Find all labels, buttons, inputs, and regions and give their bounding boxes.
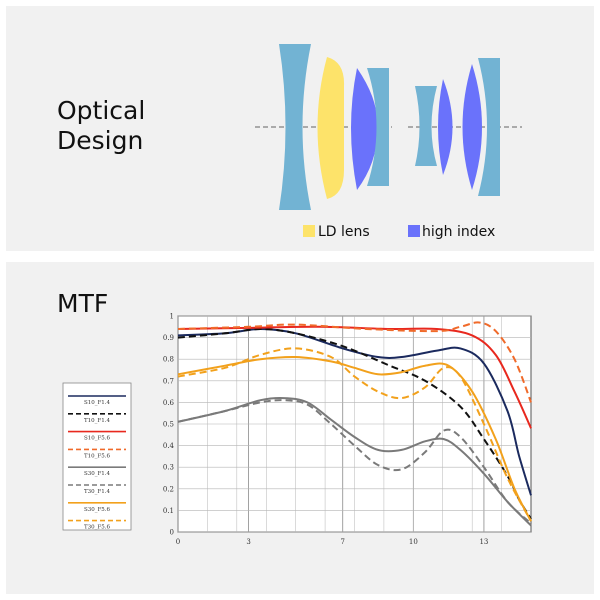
- optical-design-title: Optical Design: [57, 96, 187, 156]
- legend-label: T30_F1.4: [84, 489, 110, 495]
- legend-label: T10_F5.6: [84, 453, 110, 459]
- lens-element-5: [415, 86, 437, 166]
- lens-element-4: [367, 68, 389, 186]
- mtf-title: MTF: [57, 289, 109, 318]
- legend-label: T10_F1.4: [84, 418, 110, 424]
- optical-title-line2: Design: [57, 126, 144, 155]
- ld-lens-label: LD lens: [318, 224, 370, 240]
- series-line-t30-f1-4: [177, 399, 532, 525]
- y-tick-label: 0.7: [163, 377, 174, 385]
- x-tick-label: 3: [246, 538, 250, 546]
- high-index-label: high index: [422, 224, 495, 240]
- series-line-t10-f1-4: [177, 327, 532, 520]
- y-tick-label: 0.5: [163, 421, 174, 429]
- y-tick-label: 0.3: [163, 464, 174, 472]
- y-tick-label: 0.9: [163, 334, 174, 342]
- y-tick-label: 0.8: [163, 356, 174, 364]
- mtf-legend-box: [62, 382, 132, 531]
- legend-label: T30_F5.6: [84, 525, 110, 531]
- lens-element-2-ld: [317, 57, 345, 199]
- ld-lens-swatch: [303, 225, 315, 237]
- lens-element-1: [279, 44, 311, 210]
- x-tick-label: 0: [176, 538, 180, 546]
- legend-label: S30_F1.4: [84, 471, 111, 477]
- series-line-s30-f5-6: [177, 355, 532, 522]
- series-line-s30-f1-4: [177, 396, 532, 527]
- series-line-t30-f5-6: [177, 347, 532, 522]
- high-index-swatch: [408, 225, 420, 237]
- mtf-legend: S10_F1.4 T10_F1.4 S10_F5.6 T10_F5.6 S30_F1.4…: [62, 382, 132, 531]
- y-tick-label: 0.4: [163, 442, 175, 450]
- x-tick-label: 13: [479, 538, 488, 546]
- y-tick-label: 0.1: [163, 507, 174, 515]
- series-line-t10-f5-6: [177, 321, 532, 403]
- y-tick-label: 0.6: [163, 399, 175, 407]
- legend-label: S10_F1.4: [84, 400, 111, 406]
- legend-label: S10_F5.6: [84, 436, 111, 442]
- y-tick-label: 1: [170, 313, 174, 321]
- series-line-s10-f5-6: [177, 325, 532, 429]
- optical-title-line1: Optical: [57, 96, 146, 125]
- mtf-chart: 00.10.20.30.40.50.60.70.80.910 3 7 10 13: [163, 313, 532, 546]
- legend-label: S30_F5.6: [84, 507, 111, 513]
- y-tick-label: 0: [170, 529, 174, 537]
- lens-element-3-high-index: [351, 68, 378, 190]
- x-tick-label: 7: [340, 538, 344, 546]
- lens-element-7-high-index: [462, 64, 482, 190]
- lens-element-6-high-index: [438, 79, 453, 175]
- x-tick-label: 10: [409, 538, 418, 546]
- y-tick-label: 0.2: [163, 485, 174, 493]
- lens-element-8: [478, 58, 500, 196]
